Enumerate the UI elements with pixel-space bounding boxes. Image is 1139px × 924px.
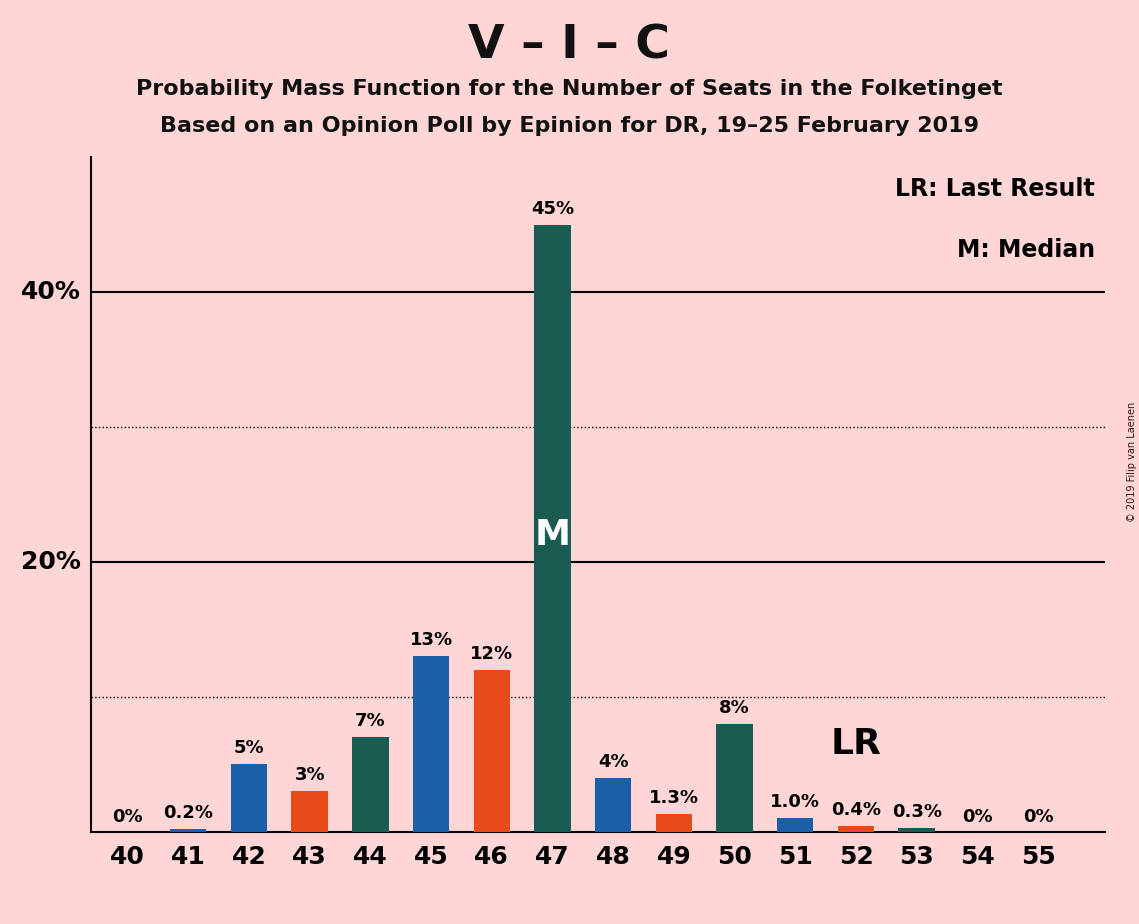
Bar xyxy=(170,829,206,832)
Text: 4%: 4% xyxy=(598,753,629,771)
Text: 1.3%: 1.3% xyxy=(649,789,699,808)
Text: LR: LR xyxy=(830,727,882,760)
Bar xyxy=(231,764,268,832)
Bar xyxy=(838,826,874,832)
Text: LR: Last Result: LR: Last Result xyxy=(895,177,1095,201)
Text: M: Median: M: Median xyxy=(957,238,1095,262)
Text: 12%: 12% xyxy=(470,645,514,663)
Bar xyxy=(412,656,449,832)
Bar xyxy=(716,723,753,832)
Bar xyxy=(292,791,328,832)
Bar xyxy=(595,778,631,832)
Bar xyxy=(534,225,571,832)
Text: 20%: 20% xyxy=(22,550,81,574)
Text: 40%: 40% xyxy=(22,280,81,304)
Text: 8%: 8% xyxy=(719,699,749,717)
Text: 0.2%: 0.2% xyxy=(163,804,213,822)
Bar xyxy=(474,670,510,832)
Text: 0%: 0% xyxy=(113,808,142,826)
Text: 0.3%: 0.3% xyxy=(892,803,942,821)
Bar xyxy=(352,737,388,832)
Text: 45%: 45% xyxy=(531,200,574,218)
Text: M: M xyxy=(534,517,571,552)
Bar xyxy=(777,818,813,832)
Text: 3%: 3% xyxy=(294,766,325,784)
Bar xyxy=(656,814,693,832)
Bar xyxy=(899,828,935,832)
Text: 13%: 13% xyxy=(410,631,452,650)
Text: 0%: 0% xyxy=(962,808,993,826)
Text: V – I – C: V – I – C xyxy=(468,23,671,68)
Text: Based on an Opinion Poll by Epinion for DR, 19–25 February 2019: Based on an Opinion Poll by Epinion for … xyxy=(159,116,980,136)
Text: 7%: 7% xyxy=(355,712,386,730)
Text: © 2019 Filip van Laenen: © 2019 Filip van Laenen xyxy=(1126,402,1137,522)
Text: 0%: 0% xyxy=(1023,808,1054,826)
Text: 5%: 5% xyxy=(233,739,264,758)
Text: 0.4%: 0.4% xyxy=(831,801,880,820)
Text: 1.0%: 1.0% xyxy=(770,794,820,811)
Text: Probability Mass Function for the Number of Seats in the Folketinget: Probability Mass Function for the Number… xyxy=(137,79,1002,99)
